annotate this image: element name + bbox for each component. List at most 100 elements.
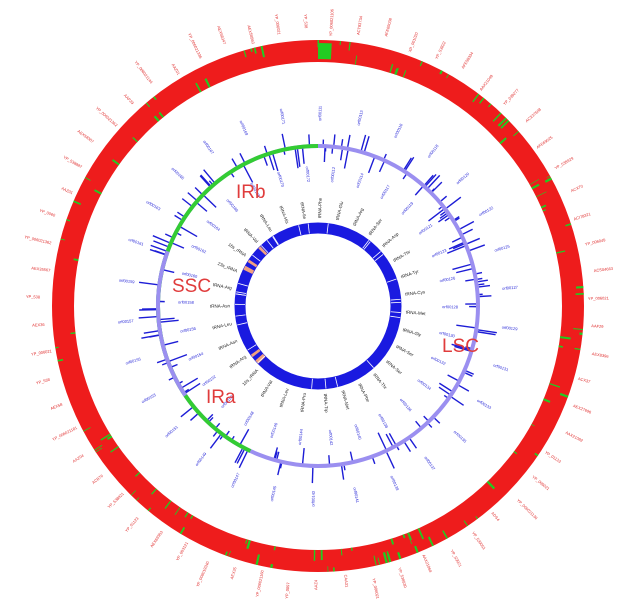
outer-gene-mark: [273, 546, 276, 551]
middle-gene-label: orf00132: [430, 355, 447, 367]
outer-gene-label: YP_003121: [175, 540, 190, 561]
outer-gene-mark: [354, 55, 358, 65]
outer-gene-label: ACX70: [570, 183, 584, 193]
inner-rrna-block: [258, 246, 268, 256]
outer-gene-label: AAX21082: [565, 430, 585, 444]
inner-gene-mark: [238, 282, 248, 287]
middle-gene-mark: [163, 269, 175, 274]
middle-gene-label: orf00139: [389, 475, 400, 492]
middle-gene-mark: [234, 448, 243, 464]
middle-gene-label: orf00136: [399, 397, 414, 413]
outer-gene-label: YP_006021362: [24, 234, 53, 245]
middle-gene-label: orf00152: [201, 374, 217, 388]
inner-trna-label: tRNA-Gly: [402, 327, 422, 337]
outer-gene-label: AEX36: [32, 322, 46, 328]
outer-gene-label: AEX35567: [31, 265, 51, 272]
middle-gene-mark: [476, 271, 483, 275]
middle-gene-mark: [301, 448, 305, 464]
outer-gene-mark: [487, 103, 492, 108]
middle-gene-mark: [477, 277, 483, 280]
middle-gene-mark: [360, 134, 367, 151]
middle-gene-mark: [367, 158, 375, 174]
outer-gene-mark: [574, 347, 581, 351]
inner-gene-mark: [272, 236, 279, 246]
outer-gene-mark: [407, 532, 412, 541]
outer-gene-mark: [573, 328, 584, 330]
outer-gene-mark: [543, 398, 551, 403]
middle-gene-mark: [458, 384, 470, 392]
inner-gene-mark: [260, 245, 269, 254]
middle-gene-mark: [231, 173, 235, 178]
outer-gene-label: YP_538: [26, 294, 41, 299]
middle-gene-mark: [236, 449, 245, 464]
middle-gene-mark: [454, 216, 460, 220]
inner-gene-mark: [334, 376, 339, 387]
outer-gene-mark: [95, 447, 103, 453]
outer-gene-mark: [246, 539, 251, 549]
middle-gene-label: orf00125: [494, 243, 511, 253]
outer-gene-label: ACI78321: [573, 211, 592, 222]
outer-gene-label: AAZ01: [171, 63, 182, 77]
middle-ring: [138, 133, 497, 484]
middle-gene-mark: [279, 463, 283, 469]
middle-gene-mark: [405, 156, 415, 171]
middle-gene-label: orf00129: [501, 325, 518, 332]
middle-gene-label: orf00130: [439, 330, 456, 339]
middle-gene-mark: [174, 214, 182, 221]
outer-gene-label: ACX37608: [524, 106, 542, 123]
outer-gene-mark: [497, 117, 507, 127]
outer-gene-mark: [195, 82, 202, 93]
middle-gene-label: orf00128: [442, 304, 459, 309]
outer-gene-mark: [136, 497, 140, 501]
inner-rrna-block: [243, 265, 255, 275]
middle-gene-mark: [238, 451, 248, 469]
outer-gene-mark: [397, 551, 402, 560]
middle-gene-mark: [179, 380, 183, 384]
outer-gene-mark: [565, 223, 572, 227]
outer-gene-mark: [377, 557, 381, 565]
middle-gene-mark: [161, 362, 167, 366]
outer-gene-mark: [106, 435, 113, 440]
middle-gene-mark: [388, 432, 396, 445]
middle-gene-label: orf00127: [502, 284, 519, 290]
outer-gene-mark: [389, 63, 394, 74]
middle-gene-mark: [440, 195, 448, 202]
middle-gene-label: orf00148: [242, 410, 255, 427]
inner-trna-label: 23s_rRNA: [217, 261, 238, 274]
outer-gene-label: YP_01123: [124, 515, 140, 533]
inner-trna-label: tRNA-Asn: [210, 303, 231, 308]
outer-gene-mark: [190, 515, 194, 520]
outer-gene-label: YP_01123: [544, 450, 563, 465]
middle-gene-mark: [187, 192, 197, 201]
middle-gene-mark: [477, 331, 496, 336]
outer-ring-band: [52, 40, 584, 572]
outer-gene-mark: [373, 555, 377, 566]
outer-gene-mark: [531, 424, 535, 427]
middle-gene-mark: [446, 196, 462, 209]
outer-gene-label: YP_0060: [39, 208, 57, 218]
inner-gene-mark: [390, 298, 401, 301]
middle-gene-mark: [448, 242, 464, 250]
outer-gene-label: YP_539051: [471, 531, 487, 552]
middle-gene-label: orf00147: [230, 471, 242, 488]
outer-gene-mark: [534, 452, 539, 457]
outer-gene-mark: [382, 552, 388, 564]
middle-gene-mark: [138, 281, 158, 286]
middle-gene-mark: [386, 452, 395, 469]
outer-gene-label: YP_006021362: [95, 106, 120, 129]
middle-gene-label: orf00146: [269, 421, 279, 438]
inner-trna-label: tRNA-Ser: [395, 344, 415, 358]
middle-gene-label: orf00134: [417, 378, 433, 392]
outer-gene-mark: [512, 130, 519, 137]
middle-gene-mark: [182, 377, 199, 388]
middle-gene-mark: [164, 233, 172, 238]
middle-gene-mark: [431, 188, 435, 192]
outer-gene-mark: [542, 209, 546, 212]
middle-gene-mark: [385, 433, 393, 446]
outer-gene-mark: [70, 332, 76, 335]
outer-gene-label: YP_538929: [554, 155, 575, 170]
inner-trna-label: tRNA-Val: [260, 379, 274, 397]
outer-gene-mark: [158, 111, 165, 118]
middle-gene-mark: [268, 155, 275, 171]
